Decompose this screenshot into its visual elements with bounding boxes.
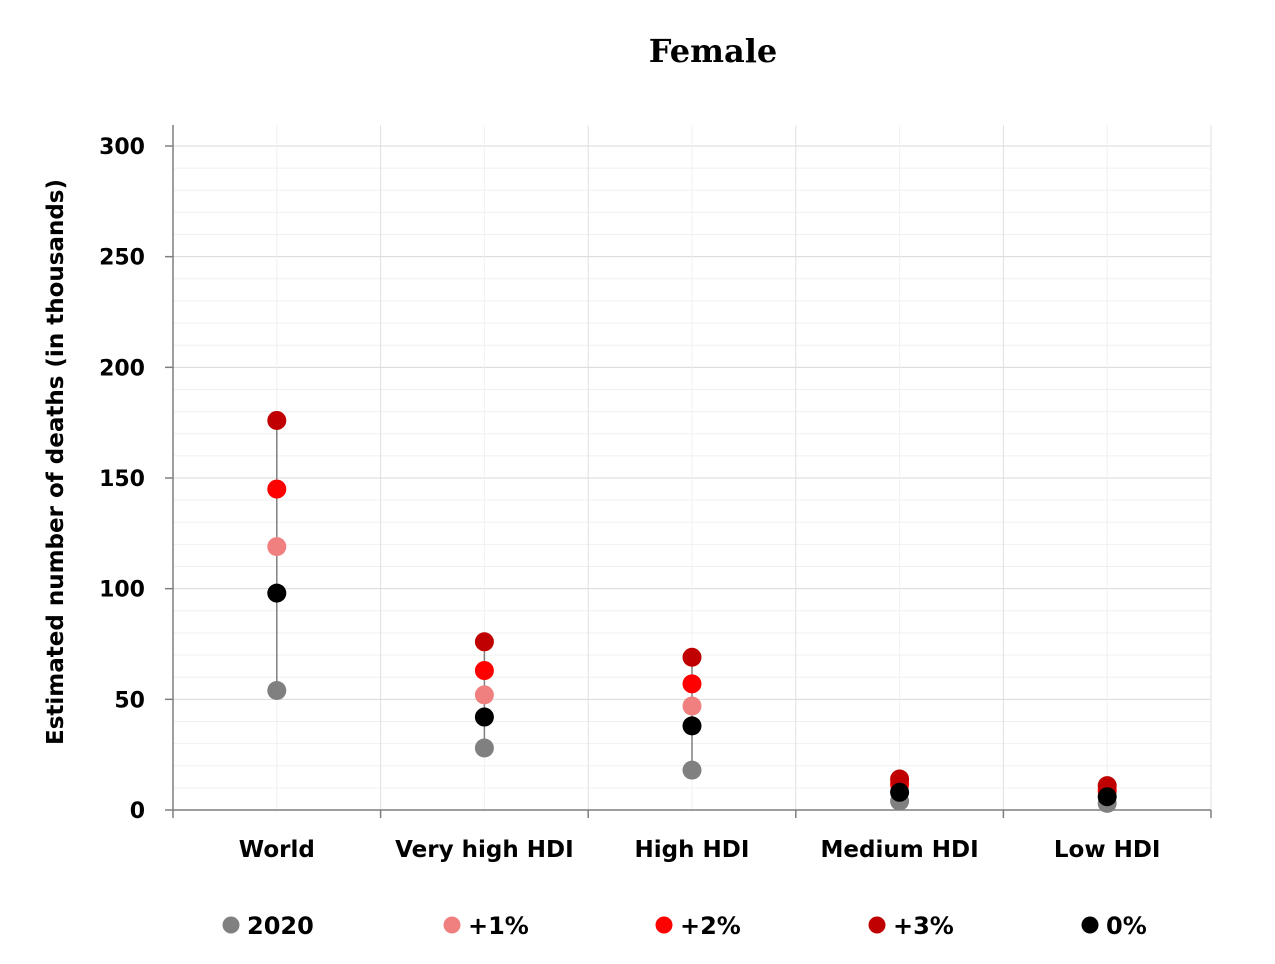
data-point	[682, 647, 702, 667]
legend-marker	[868, 916, 886, 934]
legend-label: 0%	[1106, 912, 1147, 940]
data-point	[474, 632, 494, 652]
data-point	[682, 696, 702, 716]
data-point	[474, 707, 494, 727]
legend-label: +1%	[468, 912, 529, 940]
legend: 2020 +1% +2% +3% 0%	[222, 912, 1147, 940]
legend-marker	[1081, 916, 1099, 934]
legend-label: +2%	[680, 912, 741, 940]
data-point	[474, 738, 494, 758]
x-tick-label: Very high HDI	[395, 837, 574, 863]
data-point	[890, 782, 910, 802]
data-point	[682, 716, 702, 736]
legend-label: +3%	[893, 912, 954, 940]
legend-marker	[655, 916, 673, 934]
plot-area: 0 50 100 150 200 250 300 World Very high HDI High…	[99, 125, 1212, 863]
y-tick-label: 300	[99, 135, 145, 160]
data-point	[682, 760, 702, 780]
data-point	[267, 537, 287, 557]
data-point	[267, 680, 287, 700]
y-tick-label: 150	[99, 467, 145, 492]
y-tick-label: 200	[99, 356, 145, 381]
y-tick-label: 100	[99, 578, 145, 603]
data-point	[682, 674, 702, 694]
legend-marker	[222, 916, 240, 934]
y-tick-label: 50	[114, 688, 145, 713]
x-tick-label: Medium HDI	[821, 837, 979, 863]
y-axis-label: Estimated number of deaths (in thousands…	[43, 179, 69, 745]
x-tick-label: Low HDI	[1054, 837, 1161, 863]
legend-marker	[443, 916, 461, 934]
data-point	[1097, 787, 1117, 807]
data-point	[474, 685, 494, 705]
data-point	[267, 479, 287, 499]
data-point	[267, 410, 287, 430]
chart-title: Female	[649, 32, 777, 70]
legend-label: 2020	[247, 912, 314, 940]
x-tick-label: High HDI	[635, 837, 750, 863]
data-point	[474, 661, 494, 681]
y-tick-label: 0	[130, 799, 145, 824]
data-point	[267, 583, 287, 603]
data-point	[890, 769, 910, 789]
x-tick-label: World	[239, 837, 315, 863]
y-tick-label: 250	[99, 246, 145, 271]
